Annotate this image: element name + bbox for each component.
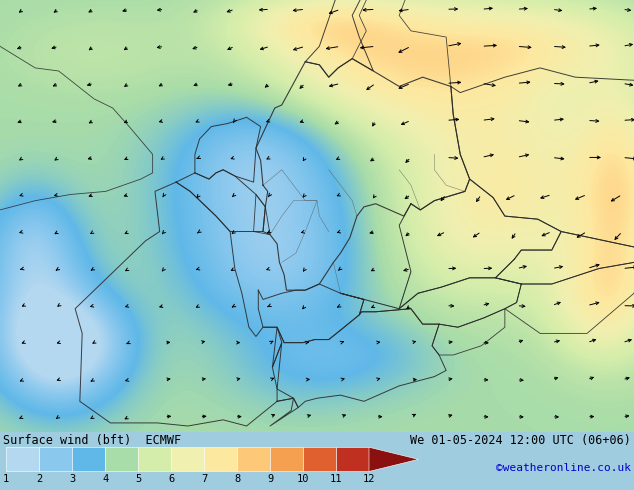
Text: ©weatheronline.co.uk: ©weatheronline.co.uk (496, 463, 631, 473)
Bar (270, 447, 303, 471)
Text: 4: 4 (102, 474, 108, 484)
Bar (171, 447, 204, 471)
Bar (72, 447, 105, 471)
Bar (138, 447, 171, 471)
Text: 9: 9 (267, 474, 273, 484)
Text: 7: 7 (201, 474, 207, 484)
Text: 6: 6 (168, 474, 174, 484)
Bar (105, 447, 138, 471)
Bar (204, 447, 237, 471)
Bar (237, 447, 270, 471)
Polygon shape (369, 447, 418, 471)
Text: We 01-05-2024 12:00 UTC (06+06): We 01-05-2024 12:00 UTC (06+06) (410, 434, 631, 447)
Text: 2: 2 (36, 474, 42, 484)
Text: 11: 11 (330, 474, 342, 484)
Text: 8: 8 (234, 474, 240, 484)
Bar (336, 447, 369, 471)
Text: 12: 12 (363, 474, 375, 484)
Bar (303, 447, 336, 471)
Text: 10: 10 (297, 474, 309, 484)
Text: 3: 3 (69, 474, 75, 484)
Bar (39, 447, 72, 471)
Text: 1: 1 (3, 474, 10, 484)
Text: 5: 5 (135, 474, 141, 484)
Bar (6, 447, 39, 471)
Text: Surface wind (bft)  ECMWF: Surface wind (bft) ECMWF (3, 434, 181, 447)
